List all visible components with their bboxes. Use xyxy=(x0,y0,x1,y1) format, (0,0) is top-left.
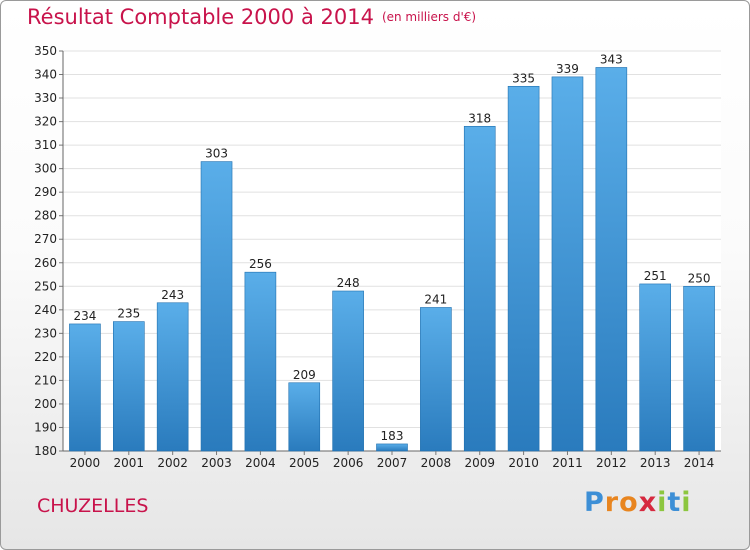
bar xyxy=(332,290,364,452)
x-tick-label: 2007 xyxy=(377,456,408,470)
logo-letter: r xyxy=(604,487,620,518)
bar xyxy=(156,302,189,452)
bar xyxy=(507,85,540,452)
data-label: 335 xyxy=(512,71,535,85)
y-tick-label: 350 xyxy=(34,44,57,58)
logo-letter: P xyxy=(584,487,605,518)
chart-title-text: Résultat Comptable 2000 à 2014 xyxy=(27,5,374,29)
y-tick-label: 290 xyxy=(34,185,57,199)
x-tick-label: 2002 xyxy=(157,456,188,470)
y-tick-label: 330 xyxy=(34,91,57,105)
data-label: 243 xyxy=(161,288,184,302)
y-tick-label: 320 xyxy=(34,115,57,129)
y-tick-label: 250 xyxy=(34,279,57,293)
x-tick-label: 2013 xyxy=(640,456,671,470)
x-tick-label: 2005 xyxy=(289,456,320,470)
y-tick-label: 200 xyxy=(34,397,57,411)
bar xyxy=(420,307,452,452)
chart-subtitle: (en milliers d'€) xyxy=(381,10,477,24)
y-tick-label: 260 xyxy=(34,256,57,270)
data-label: 234 xyxy=(73,309,96,323)
chart-title: Résultat Comptable 2000 à 2014 (en millie… xyxy=(27,5,476,29)
y-tick-label: 220 xyxy=(34,350,57,364)
data-label: 235 xyxy=(117,307,140,321)
bar xyxy=(69,323,101,452)
x-tick-label: 2004 xyxy=(245,456,276,470)
y-tick-label: 240 xyxy=(34,303,57,317)
x-tick-label: 2014 xyxy=(684,456,715,470)
data-label: 339 xyxy=(556,62,579,76)
y-tick-label: 340 xyxy=(34,68,57,82)
data-label: 251 xyxy=(644,269,667,283)
bar xyxy=(463,125,496,452)
bar xyxy=(639,283,672,452)
bar xyxy=(683,285,715,452)
bar xyxy=(551,76,584,452)
x-tick-label: 2006 xyxy=(333,456,364,470)
data-label: 318 xyxy=(468,111,491,125)
bar xyxy=(113,321,145,452)
bar xyxy=(244,271,277,452)
y-tick-label: 190 xyxy=(34,420,57,434)
data-label: 241 xyxy=(424,292,447,306)
logo-letter: o xyxy=(619,487,639,518)
bar xyxy=(288,382,321,452)
x-tick-label: 2009 xyxy=(464,456,495,470)
x-tick-label: 2000 xyxy=(70,456,101,470)
y-tick-label: 310 xyxy=(34,138,57,152)
data-label: 250 xyxy=(688,271,711,285)
y-tick-label: 280 xyxy=(34,209,57,223)
bar xyxy=(376,443,408,452)
y-tick-label: 210 xyxy=(34,373,57,387)
bar xyxy=(595,67,628,452)
logo-letter: x xyxy=(638,487,658,518)
x-tick-label: 2003 xyxy=(201,456,232,470)
logo-letter: i xyxy=(681,487,692,518)
y-tick-label: 300 xyxy=(34,162,57,176)
x-tick-label: 2011 xyxy=(552,456,583,470)
y-tick-label: 270 xyxy=(34,232,57,246)
x-tick-label: 2008 xyxy=(421,456,452,470)
y-tick-label: 230 xyxy=(34,326,57,340)
data-label: 343 xyxy=(600,52,623,66)
data-label: 248 xyxy=(337,276,360,290)
x-tick-label: 2012 xyxy=(596,456,627,470)
y-tick-label: 180 xyxy=(34,444,57,458)
data-label: 256 xyxy=(249,257,272,271)
proxiti-logo: Proxiti xyxy=(584,487,692,518)
x-tick-label: 2001 xyxy=(114,456,145,470)
city-name: CHUZELLES xyxy=(37,495,149,517)
bar xyxy=(200,161,233,452)
data-label: 303 xyxy=(205,147,228,161)
logo-letter: t xyxy=(667,487,682,518)
x-tick-label: 2010 xyxy=(508,456,539,470)
data-label: 183 xyxy=(381,429,404,443)
data-label: 209 xyxy=(293,368,316,382)
logo-letter: i xyxy=(657,487,668,518)
